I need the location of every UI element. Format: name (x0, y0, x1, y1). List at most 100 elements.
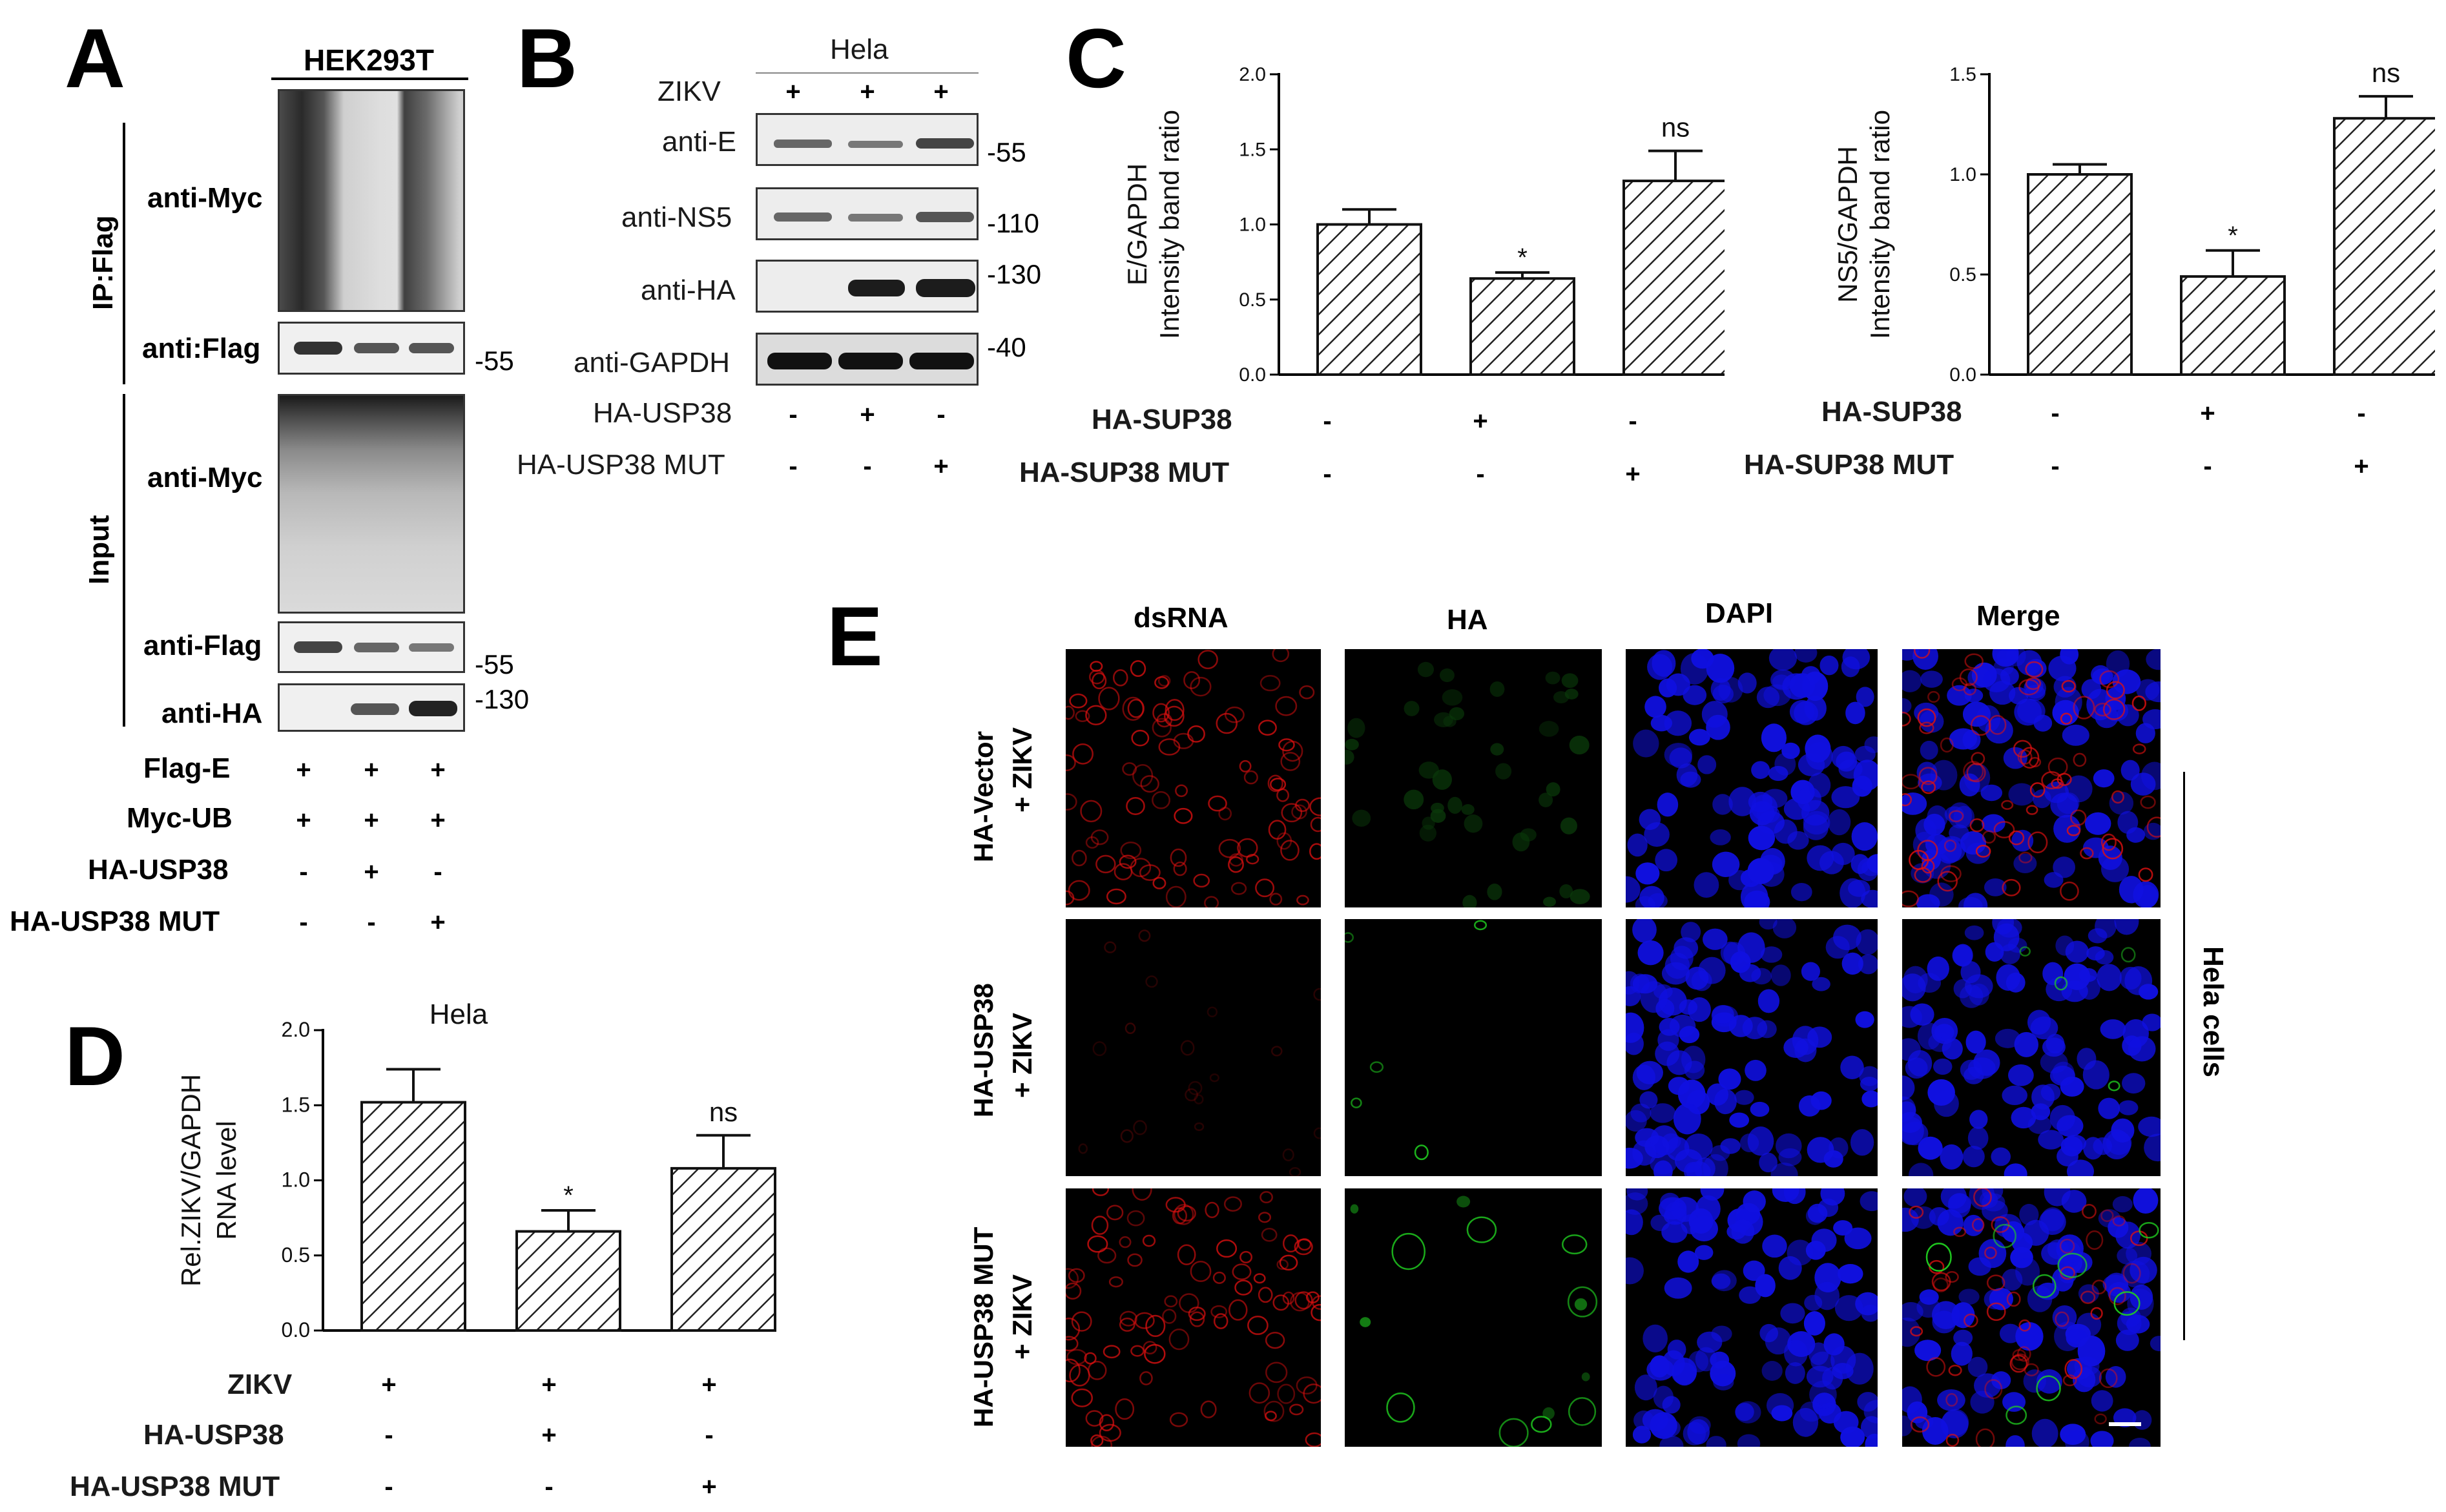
cell-signal (1190, 1260, 1212, 1282)
panel-c-condition-label: HA-SUP38 MUT (1744, 449, 1954, 481)
blot-b-ns5 (756, 187, 979, 240)
cell-signal (2142, 709, 2161, 730)
micrograph-vector-merge (1902, 649, 2161, 907)
cell-signal (1953, 979, 1973, 999)
cell-signal (1637, 940, 1664, 966)
cell-signal (1170, 848, 1187, 867)
cell-signal (1097, 1247, 1117, 1264)
cell-signal (1918, 1136, 1943, 1160)
cell-signal (1778, 1148, 1802, 1166)
cell-signal (1272, 1294, 1289, 1311)
cell-signal (2120, 1307, 2141, 1327)
cell-signal (1982, 668, 2011, 692)
blot-b-e (756, 113, 979, 166)
cell-signal (1360, 1317, 1371, 1327)
cell-signal (2059, 1238, 2075, 1254)
cell-signal (1953, 1329, 1973, 1347)
cell-signal (1797, 787, 1821, 812)
cell-signal (1655, 849, 1678, 872)
cell-signal (1694, 872, 1719, 898)
blot-input-flag (278, 621, 465, 673)
cell-signal (1247, 1315, 1269, 1335)
cell-signal (1419, 824, 1437, 842)
cell-signal (1627, 833, 1648, 857)
cell-signal (1903, 1188, 1927, 1207)
cell-signal (2121, 1260, 2150, 1288)
cell-signal (1683, 685, 1707, 705)
cell-signal (1099, 1414, 1115, 1432)
cell-signal (1836, 751, 1858, 772)
band (294, 641, 342, 653)
condition-sign: - (2051, 452, 2060, 481)
cell-signal (1265, 1362, 1288, 1383)
cell-signal (1299, 685, 1315, 699)
cell-signal (1804, 1294, 1823, 1311)
micrograph-mut-dsrna (1066, 1188, 1321, 1447)
blot-ip-flag (278, 322, 465, 375)
cell-signal (1069, 693, 1088, 709)
cell-signal (1626, 1257, 1644, 1285)
cell-signal (1854, 745, 1876, 763)
cell-signal (1085, 836, 1099, 849)
cell-signal (1632, 1064, 1655, 1090)
condition-sign: + (2354, 452, 2369, 481)
condition-sign: - (2203, 452, 2212, 481)
cell-signal (2040, 1051, 2068, 1073)
condition-sign: - (367, 908, 376, 937)
cell-signal (1066, 793, 1077, 811)
cell-signal (2092, 668, 2113, 685)
cell-signal (1937, 1389, 1965, 1411)
significance-label: ns (2372, 57, 2400, 88)
cell-signal (1634, 1374, 1657, 1401)
cell-signal (1112, 669, 1128, 687)
cell-signal (1568, 1397, 1597, 1426)
cell-signal (1249, 1382, 1270, 1404)
cell-signal (1742, 1017, 1768, 1040)
y-tick-label: 2.0 (1239, 64, 1266, 85)
cell-signal (1723, 942, 1746, 966)
cell-signal (1902, 1301, 1923, 1321)
cell-signal (1855, 1011, 1874, 1028)
cell-signal (1212, 1271, 1226, 1284)
cell-signal (1132, 1188, 1152, 1201)
cell-signal (1243, 770, 1258, 785)
cell-signal (1164, 1295, 1178, 1308)
cell-signal (1498, 1418, 1529, 1447)
cell-signal (1986, 1274, 2006, 1291)
cell-signal (2048, 656, 2077, 681)
cell-signal (1434, 712, 1453, 727)
cell-signal (2108, 1287, 2126, 1305)
cell-signal (2049, 1104, 2075, 1132)
cell-signal (1712, 794, 1733, 815)
cell-signal (1945, 1271, 1959, 1283)
cell-signal (1090, 1434, 1104, 1447)
cell-signal (2044, 781, 2069, 803)
cell-signal (1464, 814, 1483, 833)
cell-signal (1294, 1238, 1313, 1256)
cell-signal (1068, 880, 1090, 901)
cell-signal (2007, 937, 2027, 953)
y-axis-label: Rel.ZIKV/GAPDH (176, 1074, 206, 1287)
cell-signal (1261, 1227, 1278, 1242)
cell-signal (1959, 668, 1978, 687)
cell-signal (1762, 1234, 1787, 1258)
cell-signal (2109, 791, 2134, 815)
cell-signal (1919, 1289, 1939, 1305)
cell-signal (1942, 1409, 1969, 1436)
cell-signal (2130, 1284, 2153, 1310)
column-label-ha: HA (1447, 604, 1488, 636)
cell-signal (1865, 1433, 1878, 1447)
cell-signal (2051, 778, 2064, 789)
cell-signal (2025, 661, 2044, 678)
cell-signal (1975, 844, 1991, 858)
cell-signal (1253, 1273, 1266, 1284)
cell-signal (2093, 769, 2115, 788)
cell-signal (1351, 1097, 1362, 1108)
cell-signal (1632, 1140, 1657, 1166)
cell-signal (2006, 1291, 2021, 1307)
cell-signal (1447, 796, 1463, 814)
significance-label: ns (1661, 112, 1690, 143)
cell-signal (2064, 1134, 2087, 1152)
cell-signal (1984, 1379, 2003, 1400)
cell-signal (1759, 919, 1777, 930)
